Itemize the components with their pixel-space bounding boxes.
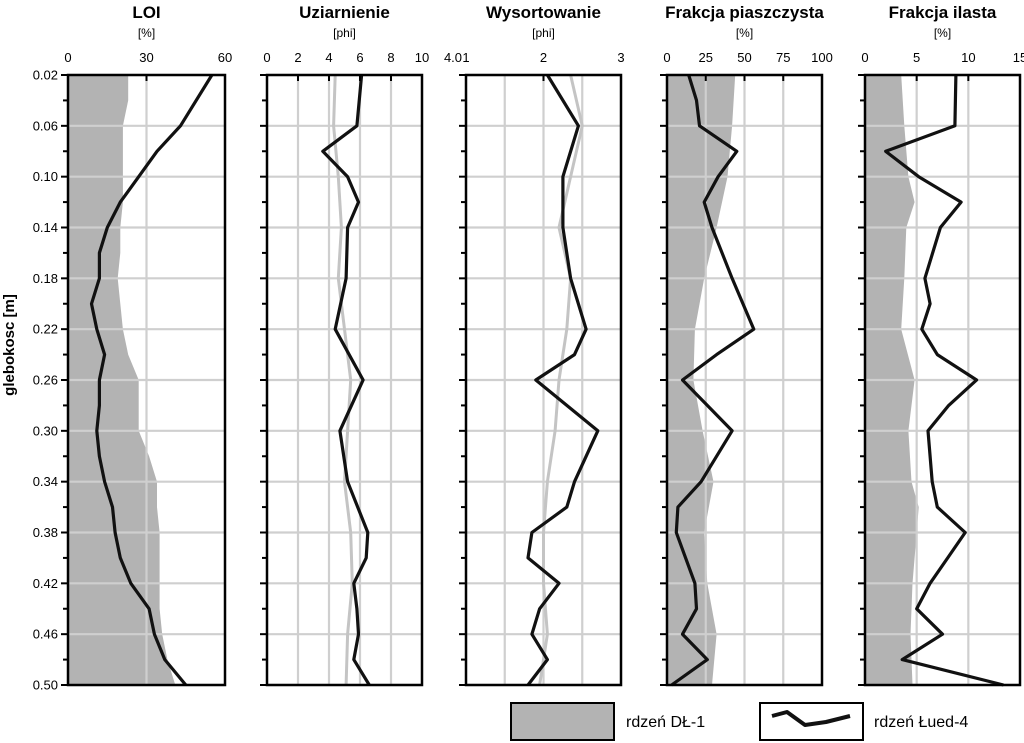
y-tick-label: 0.06 xyxy=(33,118,58,133)
lued4-line xyxy=(89,74,214,687)
x-tick-label: 50 xyxy=(737,50,751,65)
x-tick-label: 10 xyxy=(961,50,975,65)
legend-label: rdzeń DŁ-1 xyxy=(626,714,705,731)
x-tick-label: 2 xyxy=(294,50,301,65)
y-tick-label: 0.18 xyxy=(33,271,58,286)
panel-unit: [phi] xyxy=(532,26,555,40)
lued4-line xyxy=(321,74,371,686)
lued4-line xyxy=(670,74,756,687)
panel-unit: [%] xyxy=(736,26,753,40)
x-tick-label: 30 xyxy=(139,50,153,65)
y-tick-label: 0.26 xyxy=(33,373,58,388)
x-tick-label: 4 xyxy=(325,50,332,65)
x-tick-label: 15 xyxy=(1013,50,1024,65)
x-tick-label: 2 xyxy=(540,50,547,65)
panel-4: Frakcja piaszczysta [%] 0 25 50 75 100 xyxy=(660,3,833,687)
panel-5: Frakcja ilasta [%] 0 5 10 15 xyxy=(858,3,1024,687)
x-tick-label: 0 xyxy=(64,50,71,65)
legend-swatch-line xyxy=(759,702,864,741)
y-tick-label: 0.34 xyxy=(33,474,58,489)
y-tick-label: 0.22 xyxy=(33,322,58,337)
panel-title: Frakcja ilasta xyxy=(889,3,997,22)
dl1-line xyxy=(538,74,584,686)
panel-3: Wysortowanie [phi] 1 2 3 4.0 xyxy=(444,3,625,687)
x-tick-label: 5 xyxy=(913,50,920,65)
panel-title: Frakcja piaszczysta xyxy=(665,3,824,22)
x-tick-label: 25 xyxy=(699,50,713,65)
y-tick-label: 0.38 xyxy=(33,525,58,540)
panel-1: LOI [%] 0 30 60 xyxy=(61,3,232,687)
y-tick-label: 0.50 xyxy=(33,678,58,693)
y-tick-labels: 0.02 0.06 0.10 0.14 0.18 0.22 0.26 0.30 0.34 0.38… xyxy=(33,68,58,693)
x-tick-label: 75 xyxy=(776,50,790,65)
panel-title: Uziarnienie xyxy=(299,3,390,22)
y-tick-label: 0.14 xyxy=(33,220,58,235)
legend-swatch-area xyxy=(510,702,615,741)
x-tick-label: 6 xyxy=(356,50,363,65)
y-tick-label: 0.46 xyxy=(33,627,58,642)
panel-unit: [%] xyxy=(138,26,155,40)
lued4-line xyxy=(526,74,600,686)
legend: rdzeń DŁ-1 rdzeń Łued-4 xyxy=(510,702,968,741)
x-tick-label: 8 xyxy=(387,50,394,65)
x-tick-label: 0 xyxy=(263,50,270,65)
x-tick-label: 0 xyxy=(663,50,670,65)
x-tick-label: 3 xyxy=(617,50,624,65)
x-tick-label: 4.0 xyxy=(444,50,462,65)
lued4-line xyxy=(884,74,1004,687)
x-tick-label: 100 xyxy=(811,50,833,65)
panel-2: Uziarnienie [phi] 0 2 4 6 8 10 xyxy=(260,3,429,687)
x-tick-label: 60 xyxy=(218,50,232,65)
x-tick-label: 10 xyxy=(415,50,429,65)
panel-unit: [phi] xyxy=(333,26,356,40)
y-tick-label: 0.10 xyxy=(33,169,58,184)
legend-line-sample xyxy=(771,710,851,727)
legend-label: rdzeń Łued-4 xyxy=(874,714,968,731)
panel-title: Wysortowanie xyxy=(486,3,601,22)
x-tick-label: 0 xyxy=(861,50,868,65)
y-tick-label: 0.30 xyxy=(33,423,58,438)
panel-unit: [%] xyxy=(934,26,951,40)
y-tick-label: 0.42 xyxy=(33,576,58,591)
x-tick-label: 1 xyxy=(462,50,469,65)
y-tick-label: 0.02 xyxy=(33,68,58,83)
panel-title: LOI xyxy=(132,3,160,22)
y-axis-label: glebokosc [m] xyxy=(1,294,18,396)
